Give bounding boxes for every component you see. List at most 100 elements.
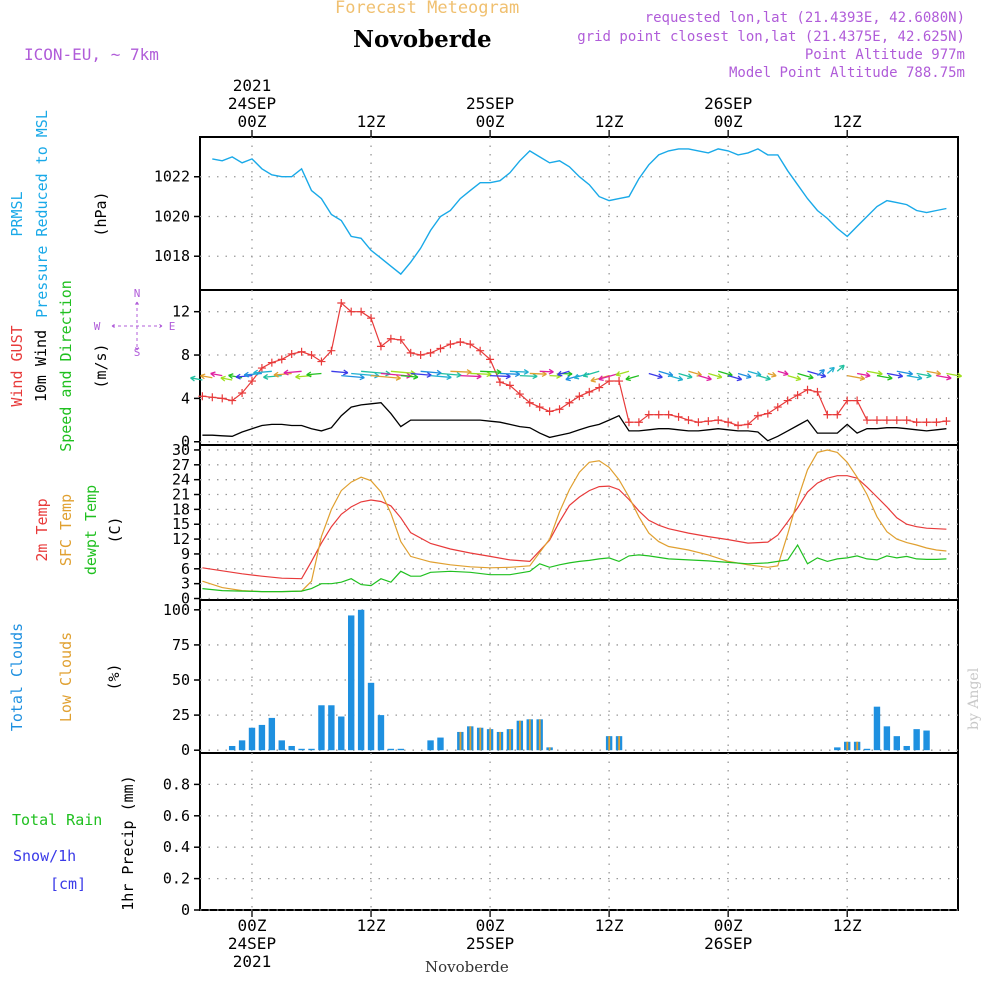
wind-arrow-head [283, 369, 289, 376]
y-tick-label: 0 [181, 433, 190, 451]
wind-arrow [916, 372, 932, 377]
x-tick-label: 12Z [357, 112, 386, 131]
gust-marker [843, 396, 852, 405]
total-cloud-bar [913, 729, 920, 751]
x-tick-label: 12Z [595, 112, 624, 131]
gust-marker [714, 416, 723, 425]
gust-marker [704, 417, 713, 426]
wind-line [202, 402, 947, 442]
wind-arrow [906, 374, 923, 380]
wind-arrow-head [343, 369, 349, 376]
x-tick-label: 00Z [714, 112, 743, 131]
gust-marker [496, 378, 504, 387]
wind-arrow [410, 372, 432, 376]
gust-label: Wind GUST [8, 325, 26, 406]
gust-marker [634, 418, 643, 427]
wind-arrow-head [582, 371, 589, 378]
closest-coords: grid point closest lon,lat (21.4375E, 42… [577, 29, 965, 45]
wind-arrow-head [808, 373, 814, 380]
gust-marker [347, 307, 356, 316]
gust-marker [773, 403, 782, 412]
total-cloud-bar [318, 705, 325, 751]
y-tick-label: 4 [181, 389, 190, 407]
rain-label: Total Rain [12, 811, 102, 829]
wind-arrow-head [273, 371, 279, 378]
wind-arrow-head [956, 372, 963, 379]
wind-arrow [450, 370, 472, 373]
wind-arrow-head [573, 373, 580, 380]
wind-arrow-head [548, 368, 554, 375]
low-cloud-bar [618, 736, 621, 751]
gust-marker [406, 348, 415, 357]
gust-marker [654, 410, 663, 419]
x-tick-label: 24SEP [228, 934, 276, 953]
y-tick-label: 0 [181, 741, 190, 759]
compass-rose [111, 301, 163, 351]
y-tick-label: 27 [172, 456, 190, 474]
pressure-line [212, 148, 947, 276]
requested-coords: requested lon,lat (21.4393E, 42.6080N) [644, 10, 965, 26]
gust-marker [307, 351, 316, 360]
gust-marker [872, 416, 881, 425]
wind-arrow [718, 370, 733, 376]
gust-marker [396, 335, 405, 344]
wind-arrow [519, 374, 538, 378]
gust-marker [684, 416, 693, 425]
wind-arrow-head [897, 372, 904, 379]
dewpt-label: dewpt Temp [82, 485, 100, 575]
wind-arrow [539, 370, 554, 373]
x-tick-label: 00Z [714, 916, 743, 935]
total-cloud-bar [248, 727, 256, 751]
y-tick-label: 0 [181, 901, 190, 919]
y-tick-label: 30 [172, 441, 190, 459]
gust-marker [595, 383, 604, 392]
wind-arrow [470, 372, 492, 376]
wind-arrow [807, 370, 826, 378]
wind-arrow [400, 374, 418, 378]
gust-marker [912, 418, 921, 427]
y-tick-label: 8 [181, 346, 190, 364]
wind-unit: (m/s) [92, 343, 110, 388]
wind-arrow-head [466, 369, 472, 375]
wind-arrow [306, 372, 322, 376]
pressure-label: PRMSL [8, 191, 26, 236]
gust-marker [466, 340, 475, 349]
total-cloud-bar [367, 682, 375, 751]
y-tick-label: 12 [172, 530, 190, 548]
compass-s: S [134, 346, 141, 359]
low-cloud-bar [489, 729, 492, 751]
wind-arrow-head [839, 364, 845, 371]
gust-marker [922, 418, 931, 427]
wind-arrow [648, 372, 663, 378]
y-tick-label: 75 [172, 636, 190, 654]
gust-marker [545, 407, 554, 416]
low-cloud-bar [519, 720, 521, 751]
low-cloud-bar [528, 719, 531, 751]
wind-arrow-head [926, 372, 932, 379]
x-tick-label: 00Z [238, 112, 267, 131]
wind-arrow [946, 372, 962, 377]
y-tick-label: 3 [181, 575, 190, 593]
wind-arrow [886, 372, 903, 377]
y-tick-label: 0.8 [163, 775, 190, 793]
wind-arrow [836, 364, 845, 372]
gust-marker [763, 409, 772, 418]
panel-frame-clouds [199, 599, 959, 754]
gust-marker [426, 348, 435, 357]
total-cloud-bar [397, 748, 404, 751]
x-tick-label: 26SEP [704, 94, 752, 113]
y-tick-label: 21 [172, 486, 190, 504]
x-tick-label: 25SEP [466, 94, 514, 113]
wind-arrow-head [916, 374, 923, 381]
wind-arrow [210, 372, 223, 377]
x-tick-label: 12Z [357, 916, 386, 935]
wind-arrow [370, 374, 401, 379]
temp-label: 2m Temp [33, 498, 51, 561]
gust-marker [386, 334, 395, 343]
gust-marker [615, 377, 624, 386]
gust-marker [823, 410, 832, 419]
footer-location: Novoberde [425, 958, 509, 976]
temp-2m-line [202, 475, 947, 580]
low-clouds-label: Low Clouds [57, 632, 75, 722]
